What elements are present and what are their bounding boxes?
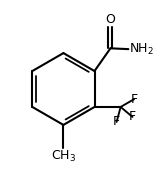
Text: NH$_2$: NH$_2$ <box>129 42 154 57</box>
Text: F: F <box>113 115 120 129</box>
Text: F: F <box>130 93 138 106</box>
Text: O: O <box>105 13 115 26</box>
Text: CH$_3$: CH$_3$ <box>51 149 76 164</box>
Text: F: F <box>129 110 136 123</box>
